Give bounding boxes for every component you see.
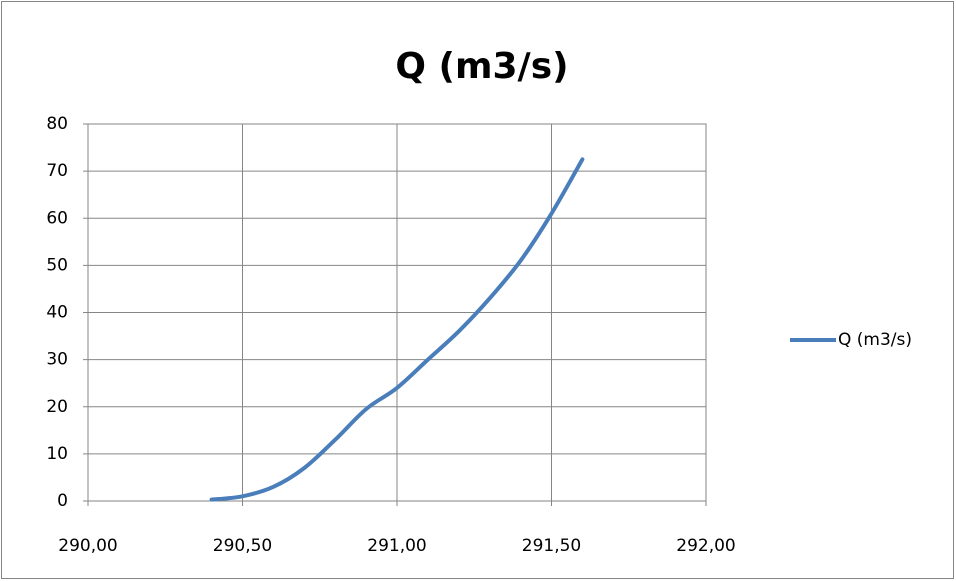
y-tick-label: 0 [57,491,68,511]
legend-label: Q (m3/s) [838,330,912,350]
chart-title: Q (m3/s) [395,46,568,87]
y-tick-label: 80 [46,114,68,134]
y-tick-label: 30 [46,350,68,370]
y-tick-label: 10 [46,444,68,464]
x-tick-label: 292,00 [676,536,735,556]
x-tick-label: 291,50 [522,536,581,556]
y-tick-label: 40 [46,303,68,323]
y-tick-label: 50 [46,255,68,275]
y-tick-label: 20 [46,397,68,417]
y-tick-label: 70 [46,161,68,181]
x-tick-label: 291,00 [367,536,426,556]
x-tick-label: 290,50 [213,536,272,556]
y-tick-label: 60 [46,208,68,228]
data-line [209,157,585,502]
x-tick-label: 290,00 [58,536,117,556]
